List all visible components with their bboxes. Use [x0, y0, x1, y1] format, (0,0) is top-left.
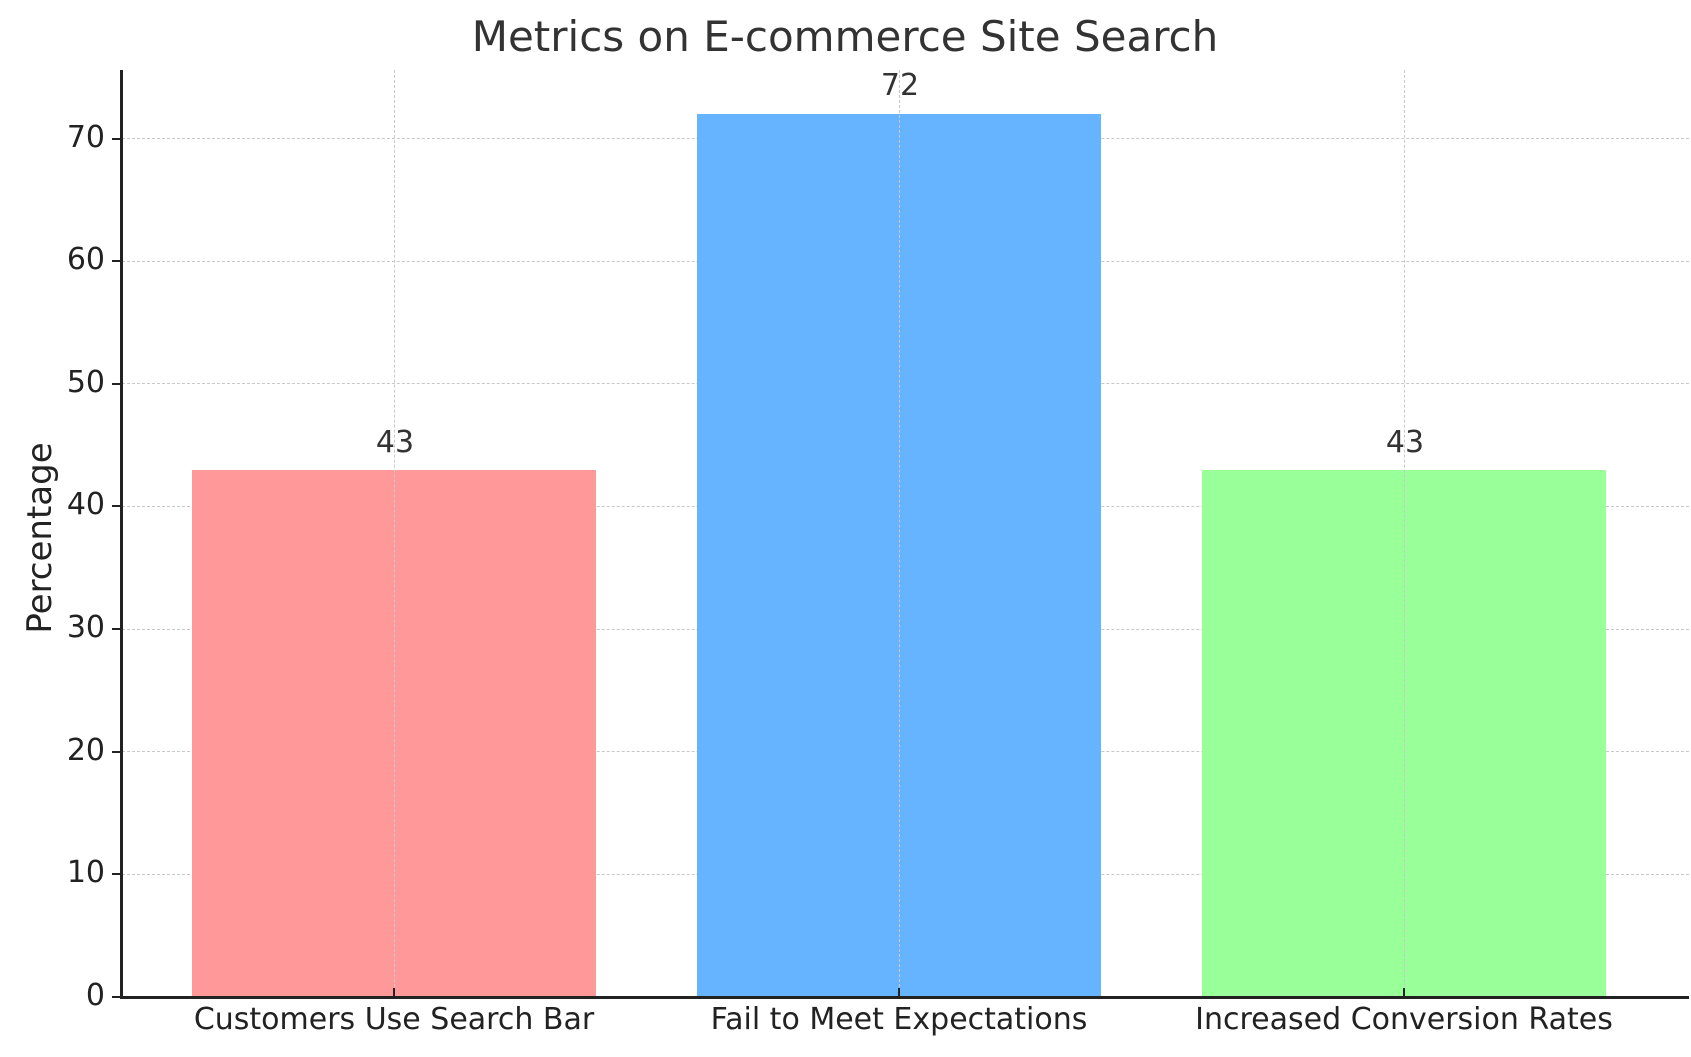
ytick-0: [112, 996, 121, 998]
y-axis-label: Percentage: [20, 442, 60, 634]
value-label-2: 43: [1385, 425, 1425, 460]
ytick-label-70: 70: [66, 120, 105, 155]
ytick-label-10: 10: [66, 855, 105, 890]
chart-title: Metrics on E-commerce Site Search: [471, 12, 1219, 61]
ytick-label-40: 40: [66, 487, 105, 522]
xtick-1: [898, 988, 900, 997]
x-axis-line: [120, 996, 1689, 999]
ytick-20: [112, 751, 121, 753]
y-axis-line: [120, 70, 123, 999]
ytick-40: [112, 505, 121, 507]
xtick-2: [1403, 988, 1405, 997]
gridline-x-0: [394, 70, 395, 997]
ytick-label-0: 0: [85, 978, 105, 1013]
plot-area: 43 72 43: [122, 68, 1689, 997]
xtick-label-increased-conversion-rates: Increased Conversion Rates: [1195, 1002, 1613, 1037]
xtick-label-customers-use-search-bar: Customers Use Search Bar: [193, 1002, 595, 1037]
ytick-70: [112, 138, 121, 140]
ytick-50: [112, 383, 121, 385]
ytick-label-20: 20: [66, 733, 105, 768]
ytick-label-50: 50: [66, 365, 105, 400]
ytick-10: [112, 873, 121, 875]
ytick-30: [112, 628, 121, 630]
gridline-x-1: [899, 70, 900, 997]
value-label-1: 72: [880, 68, 920, 103]
xtick-0: [393, 988, 395, 997]
value-label-0: 43: [375, 425, 415, 460]
ytick-60: [112, 260, 121, 262]
ytick-label-30: 30: [66, 610, 105, 645]
xtick-label-fail-to-meet-expectations: Fail to Meet Expectations: [710, 1002, 1088, 1037]
ytick-label-60: 60: [66, 242, 105, 277]
gridline-x-2: [1404, 70, 1405, 997]
